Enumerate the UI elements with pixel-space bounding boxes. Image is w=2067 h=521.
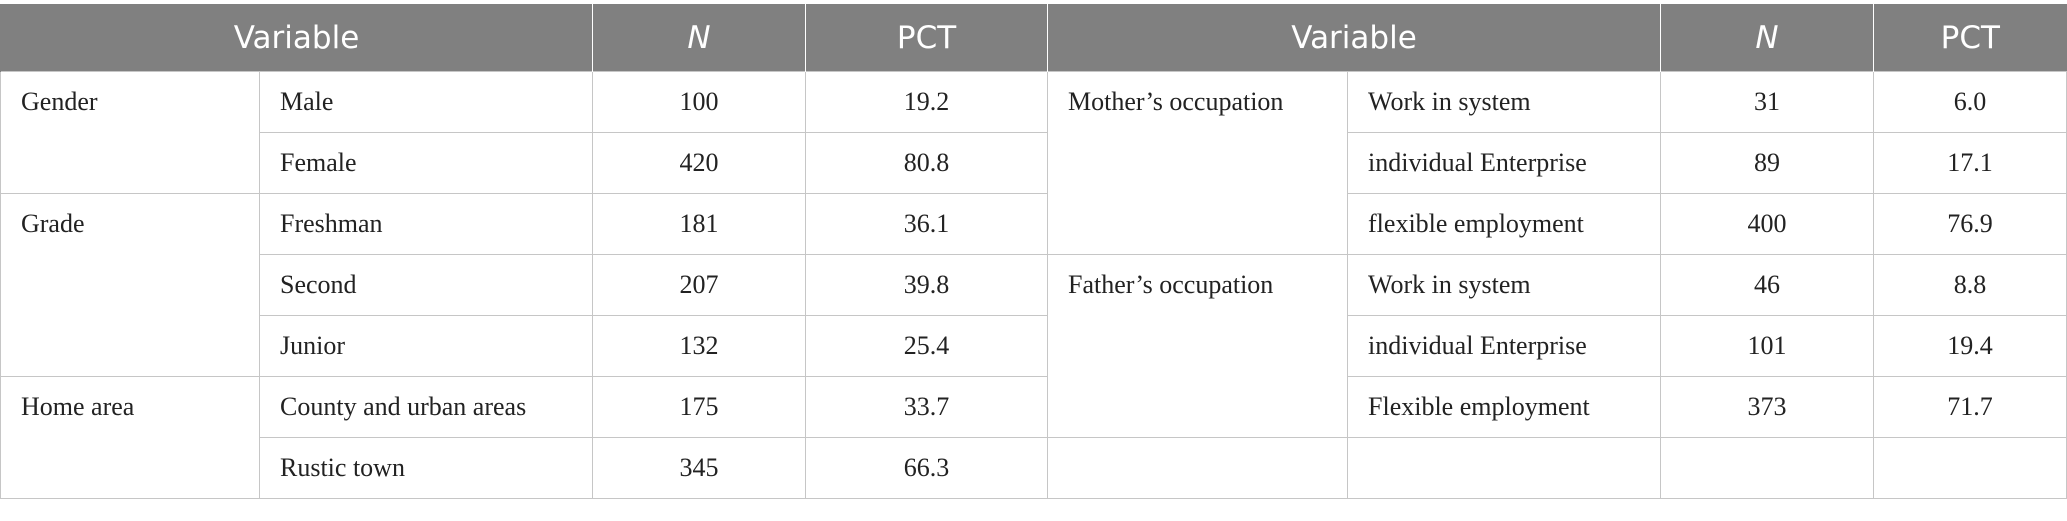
row-label: flexible employment	[1347, 193, 1662, 255]
empty-cell	[1047, 437, 1349, 499]
row-pct: 25.4	[805, 315, 1049, 377]
empty-cell	[1347, 437, 1662, 499]
header-n-left: N	[592, 4, 806, 72]
row-pct: 33.7	[805, 376, 1049, 438]
row-n: 31	[1660, 71, 1875, 133]
table-row: Grade Freshman 181 36.1 flexible employm…	[0, 193, 2067, 377]
header-pct-right: PCT	[1873, 4, 2067, 72]
row-pct: 80.8	[805, 132, 1049, 194]
row-pct: 39.8	[805, 254, 1049, 316]
row-n: 420	[592, 132, 807, 194]
table-row: Home area County and urban areas 175 33.…	[0, 376, 2067, 499]
row-pct: 8.8	[1873, 254, 2067, 316]
row-label: Work in system	[1347, 254, 1662, 316]
row-n: 400	[1660, 193, 1875, 255]
row-pct: 36.1	[805, 193, 1049, 255]
row-pct: 17.1	[1873, 132, 2067, 194]
row-n: 181	[592, 193, 807, 255]
category-gender: Gender	[0, 71, 260, 194]
row-n: 46	[1660, 254, 1875, 316]
row-pct: 71.7	[1873, 376, 2067, 438]
row-n: 207	[592, 254, 807, 316]
row-n: 132	[592, 315, 807, 377]
row-pct: 6.0	[1873, 71, 2067, 133]
row-n: 89	[1660, 132, 1875, 194]
table-row: Rustic town 345 66.3	[1, 437, 2067, 499]
row-n: 100	[592, 71, 807, 133]
row-label: Flexible employment	[1347, 376, 1662, 438]
header-n-right: N	[1660, 4, 1874, 72]
row-label: County and urban areas	[258, 376, 594, 438]
category-home-area: Home area	[0, 376, 260, 499]
table-row: Gender Male 100 19.2 Mother’s occupation…	[0, 71, 2067, 255]
row-label: Work in system	[1347, 71, 1662, 133]
table-row: Female 420 80.8 individual Enterprise 89…	[1, 132, 2067, 194]
demographics-table: Variable N PCT Variable N PCT Gender Mal…	[0, 4, 2067, 499]
category-mothers-occupation: Mother’s occupation	[1047, 71, 1349, 255]
empty-cell	[1873, 437, 2067, 499]
row-label: Second	[258, 254, 594, 316]
row-pct: 19.2	[805, 71, 1049, 133]
row-pct: 76.9	[1873, 193, 2067, 255]
row-n: 373	[1660, 376, 1875, 438]
row-n: 345	[592, 437, 807, 499]
row-label: Junior	[258, 315, 594, 377]
category-fathers-occupation: Father’s occupation	[1047, 254, 1349, 438]
row-pct: 19.4	[1873, 315, 2067, 377]
row-label: Female	[258, 132, 594, 194]
header-variable-left: Variable	[0, 4, 593, 72]
row-label: Male	[258, 71, 594, 133]
empty-cell	[1660, 437, 1875, 499]
header-pct-left: PCT	[805, 4, 1048, 72]
header-variable-right: Variable	[1047, 4, 1661, 72]
row-pct: 66.3	[805, 437, 1049, 499]
row-label: Freshman	[258, 193, 594, 255]
table-row: Second 207 39.8 Father’s occupation Work…	[1, 254, 2067, 438]
header-row: Variable N PCT Variable N PCT	[0, 4, 2067, 72]
row-n: 175	[592, 376, 807, 438]
category-grade: Grade	[0, 193, 260, 377]
row-label: Rustic town	[258, 437, 594, 499]
table-row: Junior 132 25.4 individual Enterprise 10…	[1, 315, 2067, 377]
row-label: individual Enterprise	[1347, 132, 1662, 194]
row-n: 101	[1660, 315, 1875, 377]
row-label: individual Enterprise	[1347, 315, 1662, 377]
